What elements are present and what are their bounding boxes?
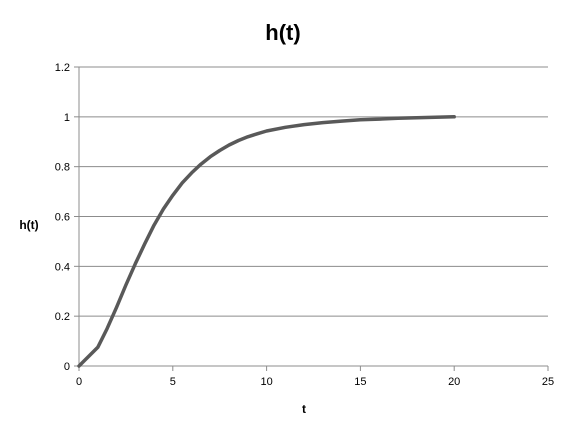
y-tick-label: 1.2 <box>55 62 70 74</box>
y-tick-label: 0.2 <box>55 311 70 323</box>
x-axis-label: t <box>302 402 306 416</box>
y-tick-label: 0 <box>64 361 70 373</box>
y-tick-label: 1 <box>64 112 70 124</box>
x-tick-label: 20 <box>448 376 460 388</box>
y-tick-label: 0.4 <box>55 261 70 273</box>
x-tick-label: 15 <box>354 376 366 388</box>
x-tick-labels: 0 5 10 15 20 25 <box>76 376 554 388</box>
axes <box>74 66 549 371</box>
y-tick-label: 0.8 <box>55 162 70 174</box>
y-tick-labels: 0 0.2 0.4 0.6 0.8 1 1.2 <box>55 62 70 373</box>
series-group <box>77 115 456 368</box>
series-line-0 <box>77 115 456 368</box>
x-tick-label: 10 <box>260 376 272 388</box>
y-tick-label: 0.6 <box>55 212 70 224</box>
gridlines <box>79 66 548 317</box>
x-tick-label: 5 <box>170 376 176 388</box>
y-axis-label: h(t) <box>19 218 38 232</box>
x-tick-label: 0 <box>76 376 82 388</box>
x-tick-label: 25 <box>542 376 554 388</box>
chart-title: h(t) <box>265 20 300 45</box>
